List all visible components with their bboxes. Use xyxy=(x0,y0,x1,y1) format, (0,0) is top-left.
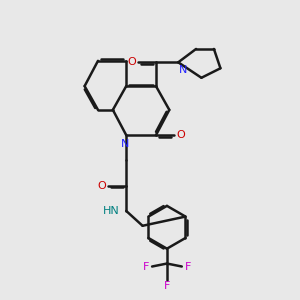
Text: HN: HN xyxy=(103,206,120,216)
Text: F: F xyxy=(184,262,191,272)
Text: F: F xyxy=(143,262,149,272)
Text: N: N xyxy=(121,139,129,149)
Text: N: N xyxy=(179,65,188,75)
Text: O: O xyxy=(98,181,106,191)
Text: F: F xyxy=(164,281,170,291)
Text: O: O xyxy=(127,57,136,67)
Text: O: O xyxy=(176,130,185,140)
